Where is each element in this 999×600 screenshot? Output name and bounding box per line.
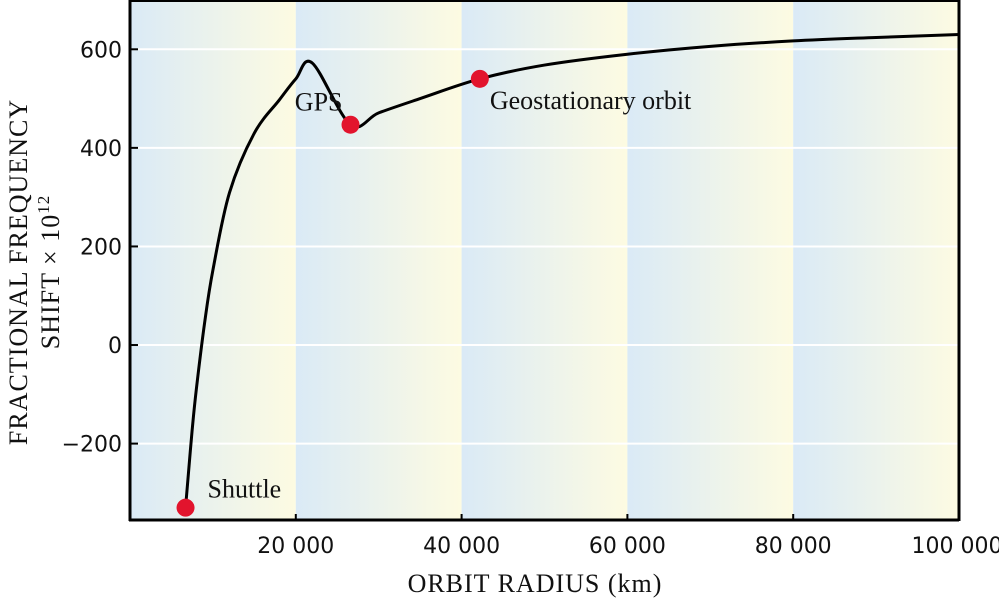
point-gps <box>341 115 360 134</box>
y-axis-label-text: SHIFT × 10 <box>36 214 65 349</box>
x-tick-label: 100 000 <box>912 534 999 559</box>
x-tick-label: 60 000 <box>589 534 666 559</box>
y-axis-label-exponent: 12 <box>34 195 53 214</box>
band-3 <box>461 0 628 520</box>
x-tick-label: 80 000 <box>755 534 832 559</box>
y-axis-label-line1: FRACTIONAL FREQUENCY <box>4 99 33 445</box>
y-axis-label-2: SHIFT × 1012 <box>34 195 65 349</box>
band-2 <box>295 0 462 520</box>
x-axis-ticks: 20 000 40 000 60 000 80 000 100 000 <box>257 514 999 559</box>
y-tick-label: 600 <box>80 38 122 63</box>
x-axis-label: ORBIT RADIUS (km) <box>408 569 663 598</box>
band-4 <box>627 0 794 520</box>
point-shuttle <box>176 498 195 517</box>
x-tick-label: 40 000 <box>423 534 500 559</box>
y-tick-label: −200 <box>62 433 122 458</box>
point-geostationary-orbit <box>470 69 489 88</box>
y-tick-label: 400 <box>80 137 122 162</box>
y-tick-label: 200 <box>80 235 122 260</box>
y-axis-label: FRACTIONAL FREQUENCY <box>4 99 33 445</box>
point-label-geostationary-orbit: Geostationary orbit <box>490 86 692 115</box>
point-label-shuttle: Shuttle <box>208 475 282 504</box>
grid-lines <box>130 48 959 445</box>
band-1 <box>130 0 296 520</box>
plot-frame <box>128 0 961 522</box>
point-label-gps: GPS <box>295 88 343 117</box>
band-5 <box>793 0 959 520</box>
y-tick-label: 0 <box>108 334 122 359</box>
y-axis-label-line2: SHIFT × 1012 <box>34 195 65 349</box>
labelled-points: Shuttle GPS Geostationary orbit <box>176 69 692 517</box>
series-line-1 <box>184 33 959 508</box>
y-axis-ticks: −200 0 200 400 600 <box>62 38 138 458</box>
series-layer <box>184 33 959 508</box>
x-tick-label: 20 000 <box>257 534 334 559</box>
background-bands <box>130 0 959 520</box>
